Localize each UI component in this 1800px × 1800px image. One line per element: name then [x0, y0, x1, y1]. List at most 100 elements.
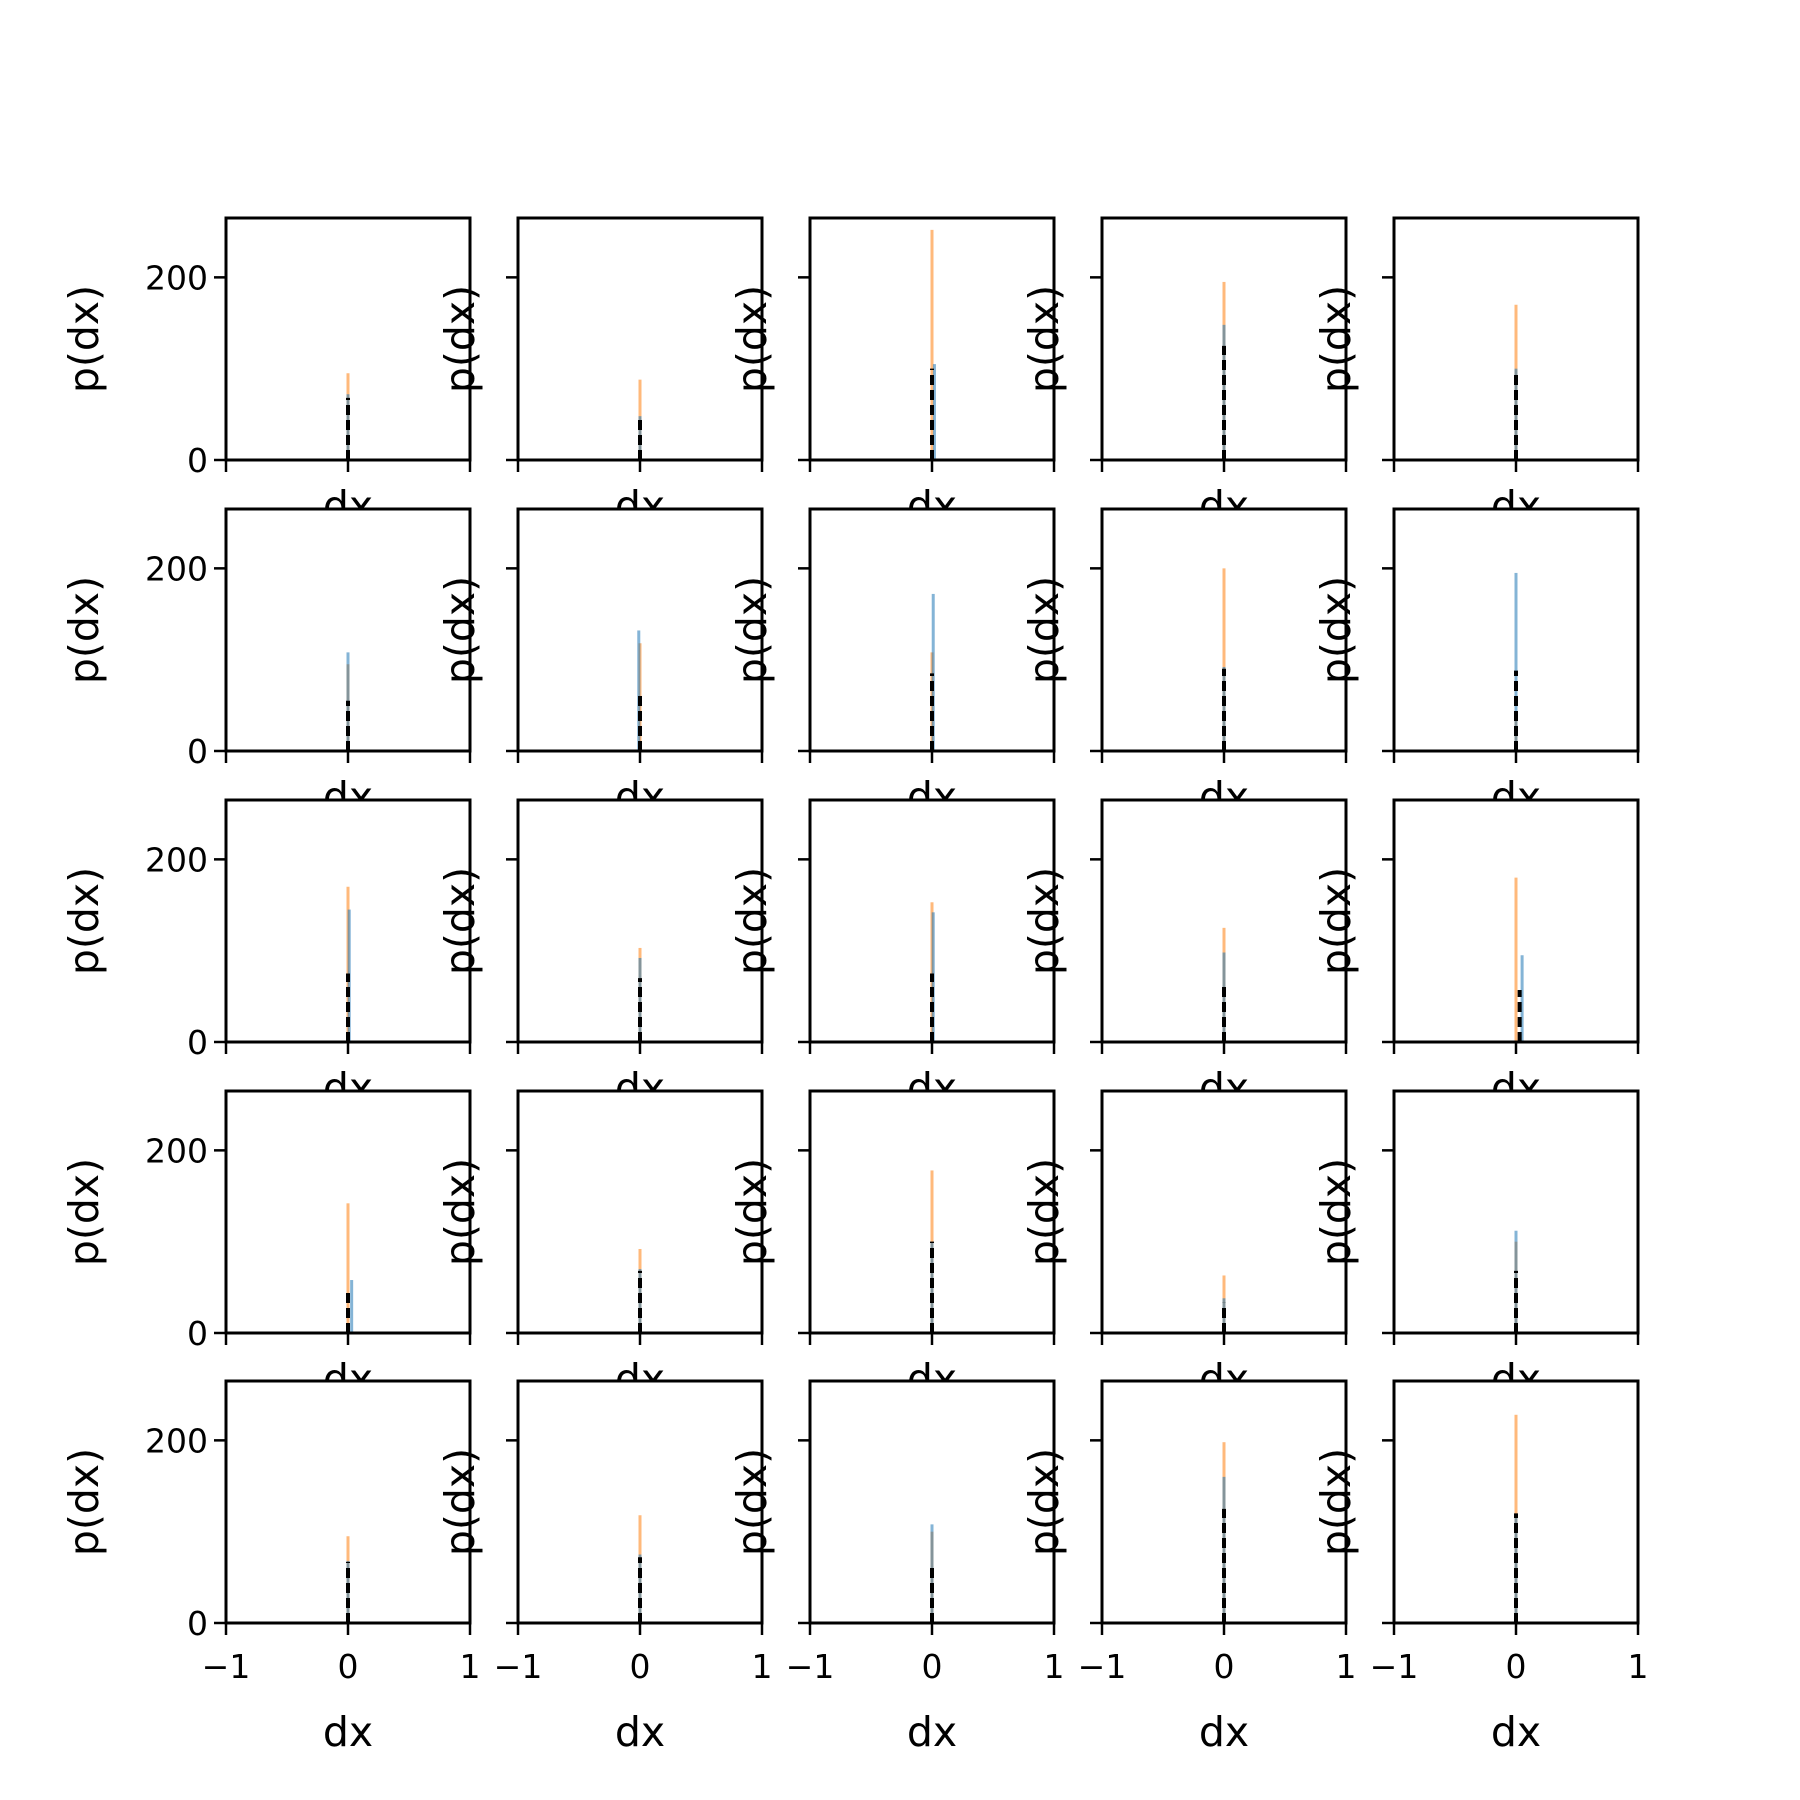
y-axis-label: p(dx) [60, 1158, 108, 1266]
x-tick-label: 1 [460, 1647, 481, 1686]
bar-series-a [931, 593, 935, 751]
y-axis-label: p(dx) [1020, 1158, 1068, 1266]
y-tick-label: 0 [187, 441, 208, 480]
bar-series-a [637, 630, 641, 751]
subplot-r4-c4: p(dx)dx [1020, 1089, 1348, 1403]
axes-top-mask [519, 1092, 761, 1123]
subplot-r4-c5: p(dx)dx [1312, 1089, 1640, 1403]
axes-top-mask [1103, 1092, 1345, 1123]
axes-top-mask [519, 510, 761, 541]
x-tick-label: −1 [1370, 1647, 1419, 1686]
subplot-r5-c3: p(dx) −1 0 1 dx [728, 1379, 1065, 1756]
y-axis-label: p(dx) [60, 576, 108, 684]
y-tick-label: 200 [145, 549, 208, 588]
x-tick-label: 0 [1506, 1647, 1527, 1686]
y-axis-label: p(dx) [1312, 576, 1360, 684]
subplot-r2-c5: p(dx)dx [1312, 507, 1640, 821]
subplot-r5-c5: p(dx) −1 0 1 dx [1312, 1379, 1649, 1756]
x-tick-label: −1 [786, 1647, 835, 1686]
y-tick-label: 0 [187, 1023, 208, 1062]
subplot-r3-c2: p(dx)dx [436, 798, 764, 1112]
subplot-r5-c4: p(dx) −1 0 1 dx [1020, 1379, 1357, 1756]
x-tick-label: −1 [1078, 1647, 1127, 1686]
axes-top-mask [811, 801, 1053, 832]
subplot-r1-c5: p(dx)dx [1312, 216, 1640, 530]
bar-series-b [1222, 568, 1226, 751]
bar-series-a [1222, 666, 1226, 751]
y-axis-label: p(dx) [728, 1448, 776, 1556]
y-axis-label: p(dx) [1020, 1448, 1068, 1556]
subplot-r4-c3: p(dx)dx [728, 1089, 1056, 1403]
axes-top-mask [227, 801, 469, 832]
y-axis-label: p(dx) [436, 1158, 484, 1266]
y-axis-label: p(dx) [1312, 867, 1360, 975]
y-tick-label: 0 [187, 732, 208, 771]
y-axis-label: p(dx) [436, 576, 484, 684]
y-axis-label: p(dx) [728, 576, 776, 684]
subplot-r5-c1: 0 200 p(dx) −1 0 1 dx [60, 1379, 481, 1756]
y-axis-label: p(dx) [436, 1448, 484, 1556]
bar-series-a [1222, 952, 1226, 1042]
axes-top-mask [811, 1382, 1053, 1413]
y-axis-label: p(dx) [436, 867, 484, 975]
axes-top-mask [1103, 801, 1345, 832]
y-axis-label: p(dx) [728, 1158, 776, 1266]
y-axis-label: p(dx) [728, 285, 776, 393]
bar-series-a [638, 957, 642, 1042]
y-axis-label: p(dx) [60, 1448, 108, 1556]
subplot-r2-c2: p(dx)dx [436, 507, 764, 821]
subplot-r1-c3: p(dx)dx [728, 216, 1056, 530]
axes-top-mask [811, 1092, 1053, 1123]
bar-series-a [1520, 955, 1524, 1042]
x-tick-label: −1 [494, 1647, 543, 1686]
y-axis-label: p(dx) [1312, 1448, 1360, 1556]
x-tick-label: 0 [922, 1647, 943, 1686]
subplot-r5-c2: p(dx) −1 0 1 dx [436, 1379, 773, 1756]
axes-top-mask [227, 1382, 469, 1413]
axes-top-mask [227, 1092, 469, 1123]
bar-series-a [350, 1280, 354, 1333]
axes-top-mask [1395, 510, 1637, 541]
y-tick-label: 0 [187, 1604, 208, 1643]
y-tick-label: 0 [187, 1314, 208, 1353]
y-axis-label: p(dx) [728, 867, 776, 975]
bar-series-a [932, 364, 936, 460]
y-axis-label: p(dx) [436, 285, 484, 393]
axes-top-mask [811, 510, 1053, 541]
bar-series-b [346, 1203, 350, 1333]
y-tick-label: 200 [145, 258, 208, 297]
subplot-r3-c3: p(dx)dx [728, 798, 1056, 1112]
axes-top-mask [1395, 801, 1637, 832]
x-axis-label: dx [615, 1708, 665, 1756]
x-axis-label: dx [907, 1708, 957, 1756]
x-tick-label: 0 [1214, 1647, 1235, 1686]
y-axis-label: p(dx) [1020, 867, 1068, 975]
axes-top-mask [519, 1382, 761, 1413]
y-axis-label: p(dx) [1312, 1158, 1360, 1266]
x-tick-label: 1 [752, 1647, 773, 1686]
x-axis-label: dx [323, 1708, 373, 1756]
axes-top-mask [1395, 1382, 1637, 1413]
subplot-r4-c2: p(dx)dx [436, 1089, 764, 1403]
x-tick-label: 0 [338, 1647, 359, 1686]
y-axis-label: p(dx) [60, 285, 108, 393]
subplot-r1-c2: p(dx)dx [436, 216, 764, 530]
axes-top-mask [1103, 1382, 1345, 1413]
y-tick-label: 200 [145, 1131, 208, 1170]
bar-series-a [1222, 1476, 1226, 1623]
x-tick-label: 1 [1336, 1647, 1357, 1686]
x-axis-label: dx [1491, 1708, 1541, 1756]
axes-top-mask [1103, 510, 1345, 541]
bar-series-b [930, 229, 934, 460]
axes-top-mask [519, 801, 761, 832]
y-tick-label: 200 [145, 1421, 208, 1460]
x-tick-label: 0 [630, 1647, 651, 1686]
bar-series-b [1514, 877, 1518, 1042]
bar-series-a [1514, 572, 1518, 751]
y-axis-label: p(dx) [60, 867, 108, 975]
y-axis-label: p(dx) [1312, 285, 1360, 393]
